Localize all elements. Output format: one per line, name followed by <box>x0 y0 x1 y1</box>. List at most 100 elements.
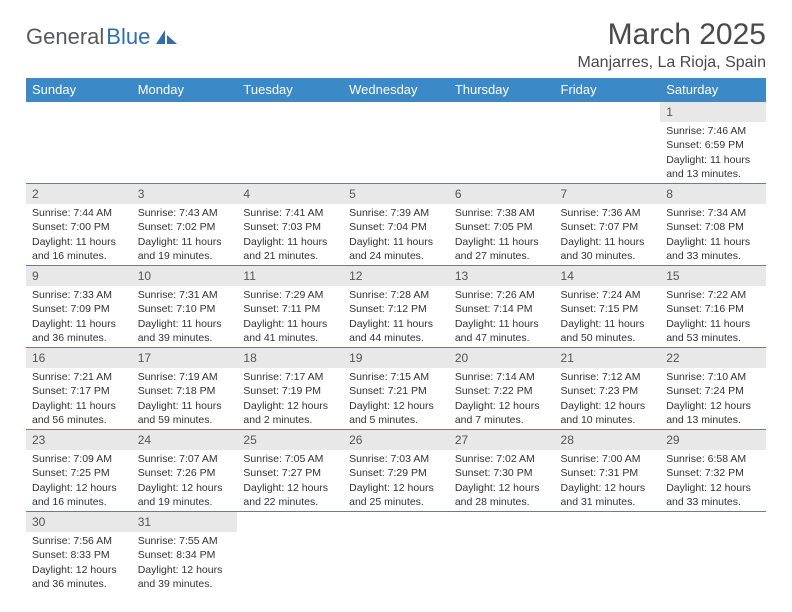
day-sunrise: Sunrise: 7:34 AM <box>666 206 762 220</box>
day-day1: Daylight: 12 hours <box>349 399 445 413</box>
day-sunrise: Sunrise: 7:43 AM <box>138 206 234 220</box>
logo-sail-icon <box>154 28 178 46</box>
day-sunset: Sunset: 7:30 PM <box>455 466 551 480</box>
day-sunset: Sunset: 7:02 PM <box>138 220 234 234</box>
day-day2: and 16 minutes. <box>32 495 128 509</box>
day-number: 26 <box>343 430 449 450</box>
day-day1: Daylight: 11 hours <box>666 153 762 167</box>
calendar-cell <box>555 512 661 594</box>
day-sunset: Sunset: 7:00 PM <box>32 220 128 234</box>
day-number: 22 <box>660 348 766 368</box>
day-sunrise: Sunrise: 7:55 AM <box>138 534 234 548</box>
day-body: Sunrise: 7:02 AMSunset: 7:30 PMDaylight:… <box>449 450 555 511</box>
day-sunset: Sunset: 7:21 PM <box>349 384 445 398</box>
calendar: Sunday Monday Tuesday Wednesday Thursday… <box>26 78 766 594</box>
day-sunrise: Sunrise: 7:03 AM <box>349 452 445 466</box>
day-body: Sunrise: 7:33 AMSunset: 7:09 PMDaylight:… <box>26 286 132 347</box>
calendar-cell: 2Sunrise: 7:44 AMSunset: 7:00 PMDaylight… <box>26 184 132 266</box>
calendar-cell: 7Sunrise: 7:36 AMSunset: 7:07 PMDaylight… <box>555 184 661 266</box>
page: GeneralBlue March 2025 Manjarres, La Rio… <box>0 0 792 604</box>
day-day2: and 50 minutes. <box>561 331 657 345</box>
day-sunrise: Sunrise: 7:41 AM <box>243 206 339 220</box>
day-body: Sunrise: 7:29 AMSunset: 7:11 PMDaylight:… <box>237 286 343 347</box>
day-number: 23 <box>26 430 132 450</box>
day-number: 8 <box>660 184 766 204</box>
calendar-cell: 31Sunrise: 7:55 AMSunset: 8:34 PMDayligh… <box>132 512 238 594</box>
day-body: Sunrise: 6:58 AMSunset: 7:32 PMDaylight:… <box>660 450 766 511</box>
day-day1: Daylight: 12 hours <box>666 399 762 413</box>
day-number: 27 <box>449 430 555 450</box>
day-sunset: Sunset: 8:34 PM <box>138 548 234 562</box>
day-day2: and 47 minutes. <box>455 331 551 345</box>
day-day1: Daylight: 12 hours <box>455 481 551 495</box>
day-sunrise: Sunrise: 7:24 AM <box>561 288 657 302</box>
day-sunrise: Sunrise: 7:00 AM <box>561 452 657 466</box>
day-day2: and 21 minutes. <box>243 249 339 263</box>
day-sunset: Sunset: 7:04 PM <box>349 220 445 234</box>
calendar-cell: 26Sunrise: 7:03 AMSunset: 7:29 PMDayligh… <box>343 430 449 512</box>
day-sunrise: Sunrise: 7:44 AM <box>32 206 128 220</box>
day-day1: Daylight: 11 hours <box>243 235 339 249</box>
day-number: 25 <box>237 430 343 450</box>
day-sunset: Sunset: 7:08 PM <box>666 220 762 234</box>
day-sunrise: Sunrise: 7:19 AM <box>138 370 234 384</box>
weekday-header: Monday <box>132 78 238 102</box>
day-body: Sunrise: 7:34 AMSunset: 7:08 PMDaylight:… <box>660 204 766 265</box>
calendar-cell: 30Sunrise: 7:56 AMSunset: 8:33 PMDayligh… <box>26 512 132 594</box>
day-number: 4 <box>237 184 343 204</box>
day-day2: and 10 minutes. <box>561 413 657 427</box>
calendar-cell: 11Sunrise: 7:29 AMSunset: 7:11 PMDayligh… <box>237 266 343 348</box>
day-body: Sunrise: 7:12 AMSunset: 7:23 PMDaylight:… <box>555 368 661 429</box>
day-day1: Daylight: 12 hours <box>349 481 445 495</box>
day-sunrise: Sunrise: 7:38 AM <box>455 206 551 220</box>
day-sunset: Sunset: 7:23 PM <box>561 384 657 398</box>
day-sunrise: Sunrise: 7:09 AM <box>32 452 128 466</box>
calendar-cell: 4Sunrise: 7:41 AMSunset: 7:03 PMDaylight… <box>237 184 343 266</box>
day-body: Sunrise: 7:21 AMSunset: 7:17 PMDaylight:… <box>26 368 132 429</box>
day-day1: Daylight: 11 hours <box>32 235 128 249</box>
page-title: March 2025 <box>577 18 766 52</box>
day-body: Sunrise: 7:36 AMSunset: 7:07 PMDaylight:… <box>555 204 661 265</box>
calendar-cell: 8Sunrise: 7:34 AMSunset: 7:08 PMDaylight… <box>660 184 766 266</box>
day-day1: Daylight: 11 hours <box>666 235 762 249</box>
day-sunrise: Sunrise: 7:36 AM <box>561 206 657 220</box>
calendar-cell: 3Sunrise: 7:43 AMSunset: 7:02 PMDaylight… <box>132 184 238 266</box>
day-body: Sunrise: 7:09 AMSunset: 7:25 PMDaylight:… <box>26 450 132 511</box>
day-number: 9 <box>26 266 132 286</box>
day-day1: Daylight: 12 hours <box>455 399 551 413</box>
day-day1: Daylight: 12 hours <box>561 481 657 495</box>
day-day2: and 56 minutes. <box>32 413 128 427</box>
day-number: 5 <box>343 184 449 204</box>
day-sunrise: Sunrise: 7:02 AM <box>455 452 551 466</box>
day-day1: Daylight: 12 hours <box>138 563 234 577</box>
calendar-row: 16Sunrise: 7:21 AMSunset: 7:17 PMDayligh… <box>26 348 766 430</box>
day-body: Sunrise: 7:05 AMSunset: 7:27 PMDaylight:… <box>237 450 343 511</box>
day-day2: and 2 minutes. <box>243 413 339 427</box>
day-day1: Daylight: 11 hours <box>349 235 445 249</box>
day-day2: and 13 minutes. <box>666 167 762 181</box>
day-day1: Daylight: 12 hours <box>138 481 234 495</box>
calendar-cell: 9Sunrise: 7:33 AMSunset: 7:09 PMDaylight… <box>26 266 132 348</box>
day-number: 20 <box>449 348 555 368</box>
day-body: Sunrise: 7:31 AMSunset: 7:10 PMDaylight:… <box>132 286 238 347</box>
page-subtitle: Manjarres, La Rioja, Spain <box>577 54 766 72</box>
calendar-cell: 18Sunrise: 7:17 AMSunset: 7:19 PMDayligh… <box>237 348 343 430</box>
day-body: Sunrise: 7:10 AMSunset: 7:24 PMDaylight:… <box>660 368 766 429</box>
day-sunset: Sunset: 7:32 PM <box>666 466 762 480</box>
day-day2: and 19 minutes. <box>138 249 234 263</box>
calendar-cell <box>237 102 343 184</box>
header: GeneralBlue March 2025 Manjarres, La Rio… <box>26 18 766 72</box>
calendar-cell: 17Sunrise: 7:19 AMSunset: 7:18 PMDayligh… <box>132 348 238 430</box>
day-number: 18 <box>237 348 343 368</box>
day-sunrise: Sunrise: 7:05 AM <box>243 452 339 466</box>
day-day2: and 30 minutes. <box>561 249 657 263</box>
day-sunset: Sunset: 8:33 PM <box>32 548 128 562</box>
day-sunset: Sunset: 7:19 PM <box>243 384 339 398</box>
day-body: Sunrise: 7:41 AMSunset: 7:03 PMDaylight:… <box>237 204 343 265</box>
calendar-cell: 15Sunrise: 7:22 AMSunset: 7:16 PMDayligh… <box>660 266 766 348</box>
day-day2: and 39 minutes. <box>138 577 234 591</box>
day-sunset: Sunset: 7:14 PM <box>455 302 551 316</box>
weekday-row: Sunday Monday Tuesday Wednesday Thursday… <box>26 78 766 102</box>
calendar-cell: 24Sunrise: 7:07 AMSunset: 7:26 PMDayligh… <box>132 430 238 512</box>
logo-text-2: Blue <box>106 24 150 50</box>
